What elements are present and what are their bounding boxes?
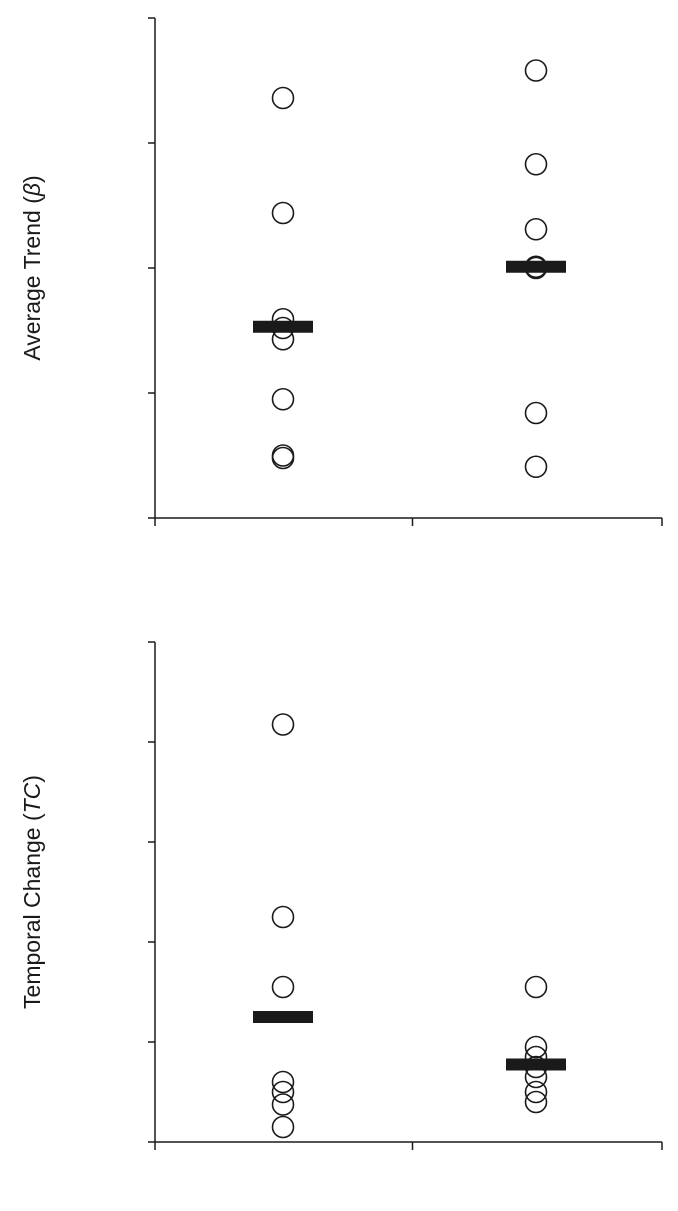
y-axis-title-symbol: TC bbox=[19, 782, 45, 813]
y-axis-title: Average Trend (β) bbox=[19, 175, 45, 360]
data-point bbox=[524, 455, 548, 479]
data-point bbox=[524, 152, 548, 176]
data-point bbox=[271, 1080, 295, 1104]
mean-bar bbox=[253, 1011, 313, 1023]
data-point bbox=[524, 401, 548, 425]
data-point bbox=[271, 86, 295, 110]
y-axis-title: Temporal Change (TC) bbox=[19, 775, 45, 1009]
mean-bar bbox=[506, 260, 566, 273]
panel-a: Average Trend (β) bbox=[19, 17, 663, 526]
data-point bbox=[271, 446, 295, 470]
mean-bar bbox=[506, 1058, 566, 1071]
data-point bbox=[271, 905, 295, 929]
data-point bbox=[271, 387, 295, 411]
data-point bbox=[271, 975, 295, 999]
data-point bbox=[271, 1070, 295, 1094]
y-axis-title-close: ) bbox=[19, 775, 45, 783]
mean-bar bbox=[253, 320, 313, 333]
data-point bbox=[524, 1080, 548, 1104]
data-point bbox=[271, 1115, 295, 1139]
data-point bbox=[524, 59, 548, 82]
y-axis-title-close: ) bbox=[19, 175, 45, 183]
data-point bbox=[271, 713, 295, 736]
panel-b: Temporal Change (TC) bbox=[19, 641, 663, 1150]
data-point bbox=[271, 201, 295, 225]
y-axis-title-symbol: β bbox=[19, 183, 45, 197]
data-point bbox=[271, 1093, 295, 1116]
data-point bbox=[524, 1035, 548, 1059]
y-axis-title-text: Temporal Change ( bbox=[19, 813, 45, 1009]
data-point bbox=[524, 217, 548, 241]
data-point bbox=[524, 975, 548, 999]
y-axis-title-text: Average Trend ( bbox=[19, 196, 45, 361]
data-point bbox=[524, 1090, 548, 1114]
